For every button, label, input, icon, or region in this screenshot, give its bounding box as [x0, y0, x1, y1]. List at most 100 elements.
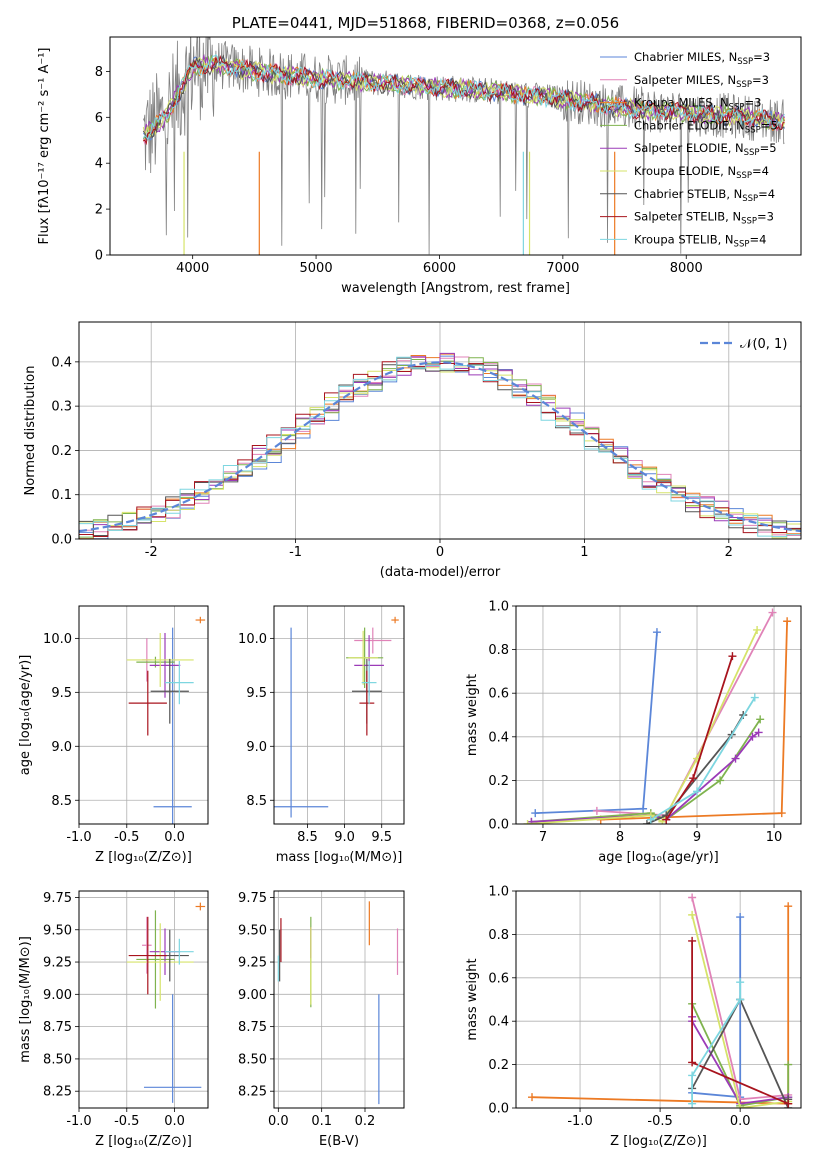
- legend-suffix: =5: [760, 141, 777, 155]
- y-tick-label: 8.75: [43, 1020, 72, 1035]
- legend-suffix: =3: [753, 50, 770, 64]
- weight-vs-Z-frame: [515, 890, 802, 1109]
- y-tick-label: 0.4: [51, 355, 72, 370]
- residuals-frame: [78, 321, 802, 540]
- residuals-clip-group: [79, 322, 801, 539]
- age-vs-Z-axes: -1.0 -0.5 0.0 8.5 9.0 9.5 10.0 Z [log₁₀(Z/Z⊙)] a…: [18, 605, 209, 865]
- weight-marker: [639, 804, 648, 813]
- residual-histogram: [79, 352, 801, 539]
- y-tick-label: 0.2: [51, 444, 72, 459]
- legend-entry: 𝒩(0, 1): [740, 337, 787, 352]
- y-tick-label: 0.6: [488, 971, 509, 986]
- weight-marker: [784, 1099, 793, 1108]
- x-tick-label: 0: [436, 545, 444, 560]
- y-tick-label: 9.00: [43, 988, 72, 1003]
- legend-sub: SSP: [745, 125, 761, 135]
- weight-marker: [688, 1058, 697, 1067]
- legend-entry: Salpeter ELODIE, NSSP=5: [634, 141, 777, 158]
- x-axis-label: Z [log₁₀(Z/Z⊙)]: [95, 850, 192, 865]
- y-tick-label: 0.0: [51, 533, 72, 548]
- weight-marker: [592, 806, 601, 815]
- age-vs-Z-plot-area: [79, 606, 208, 824]
- x-tick-label: -1.0: [567, 1114, 592, 1129]
- x-axis-label: (data-model)/error: [380, 565, 501, 580]
- y-tick-label: 9.75: [238, 891, 267, 906]
- x-tick-label: -1.0: [66, 1114, 91, 1129]
- mass-vs-ebv-frame: [273, 890, 405, 1109]
- x-tick-label: 5000: [300, 261, 333, 276]
- x-tick-label: 8000: [670, 261, 703, 276]
- weight-marker: [528, 1093, 537, 1102]
- legend-name: Kroupa ELODIE, N: [634, 164, 736, 178]
- weight-marker: [689, 774, 698, 783]
- legend-sub: SSP: [736, 80, 752, 90]
- y-tick-label: 0.6: [488, 687, 509, 702]
- weight-vs-age-axes: 7 8 9 10 0.0 0.2 0.4 0.6 0.8 1.0 age [log₁₀(age/yr…: [465, 600, 802, 865]
- y-tick-label: 8.50: [238, 1052, 267, 1067]
- weight-marker: [750, 693, 759, 702]
- y-tick-label: 1.0: [488, 600, 509, 615]
- spectrum-clip-group: [142, 37, 785, 255]
- legend-suffix: =3: [744, 96, 761, 110]
- x-tick-label: 0.1: [311, 1114, 332, 1129]
- legend-sub: SSP: [741, 217, 757, 227]
- weight-marker: [688, 910, 697, 919]
- x-tick-label: 7: [539, 830, 547, 845]
- age-vs-mass-axes: 8.5 9.0 9.5 8.5 9.0 9.5 10.0 mass [log₁₀(M/M⊙)]: [238, 605, 405, 865]
- mass-vs-ebv-clip-group: [274, 891, 404, 1108]
- mass-vs-Z-frame: [78, 890, 209, 1109]
- legend-name: Chabrier STELIB, N: [634, 187, 742, 201]
- weight-line: [691, 982, 742, 1104]
- x-tick-label: 8.5: [297, 830, 318, 845]
- y-tick-label: 9.25: [238, 956, 267, 971]
- y-tick-label: 9.5: [51, 686, 72, 701]
- weight-marker: [754, 728, 763, 737]
- x-tick-label: 10: [766, 830, 783, 845]
- weight-vs-Z-clip-group: [516, 891, 801, 1108]
- residual-histogram: [79, 361, 801, 537]
- normal-reference-curve: [79, 361, 801, 533]
- residual-histogram: [79, 357, 801, 536]
- legend-suffix: =4: [752, 164, 769, 178]
- y-tick-label: 0.8: [488, 928, 509, 943]
- legend-entry: Salpeter STELIB, NSSP=3: [634, 210, 774, 227]
- spectrum-axes: 4000 5000 6000 7000 8000 0 2 4 6 8 wavelength [Ang…: [37, 14, 802, 296]
- y-tick-label: 0: [95, 249, 103, 264]
- y-tick-label: 8: [95, 65, 103, 80]
- y-tick-label: 1.0: [488, 885, 509, 900]
- x-tick-label: -0.5: [114, 830, 139, 845]
- weight-marker: [652, 628, 661, 637]
- x-tick-label: 2: [725, 545, 733, 560]
- y-tick-label: 8.75: [238, 1020, 267, 1035]
- x-axis-label: Z [log₁₀(Z/Z⊙)]: [610, 1134, 707, 1149]
- x-axis-label: wavelength [Angstrom, rest frame]: [341, 281, 570, 296]
- legend-suffix: =4: [749, 232, 766, 246]
- weight-line: [596, 612, 774, 817]
- weight-vs-age-plot-area: [516, 606, 801, 824]
- weight-marker: [688, 893, 697, 902]
- legend-sub: SSP: [737, 57, 753, 67]
- weight-vs-Z-plot-area: [516, 891, 801, 1108]
- y-tick-label: 9.0: [246, 740, 267, 755]
- y-tick-label: 0.1: [51, 488, 72, 503]
- y-tick-label: 0.0: [488, 1102, 509, 1117]
- x-tick-label: 9.0: [334, 830, 355, 845]
- weight-marker: [731, 754, 740, 763]
- y-tick-label: 8.5: [51, 794, 72, 809]
- legend-name: Chabrier ELODIE, N: [634, 118, 745, 132]
- y-tick-label: 6: [95, 111, 103, 126]
- y-axis-label: mass weight: [465, 958, 480, 1040]
- legend-sub: SSP: [729, 103, 745, 113]
- residuals-plot-area: [79, 322, 801, 539]
- y-tick-label: 8.50: [43, 1052, 72, 1067]
- weight-marker: [693, 787, 702, 796]
- y-tick-label: 0.8: [488, 643, 509, 658]
- y-tick-label: 4: [95, 157, 103, 172]
- age-vs-Z-clip-group: [79, 606, 208, 824]
- spectrum-frame: [109, 36, 802, 256]
- weight-marker: [716, 776, 725, 785]
- weight-marker: [756, 715, 765, 724]
- y-tick-label: 10.0: [238, 632, 267, 647]
- x-tick-label: -1: [289, 545, 302, 560]
- weight-marker: [662, 815, 671, 824]
